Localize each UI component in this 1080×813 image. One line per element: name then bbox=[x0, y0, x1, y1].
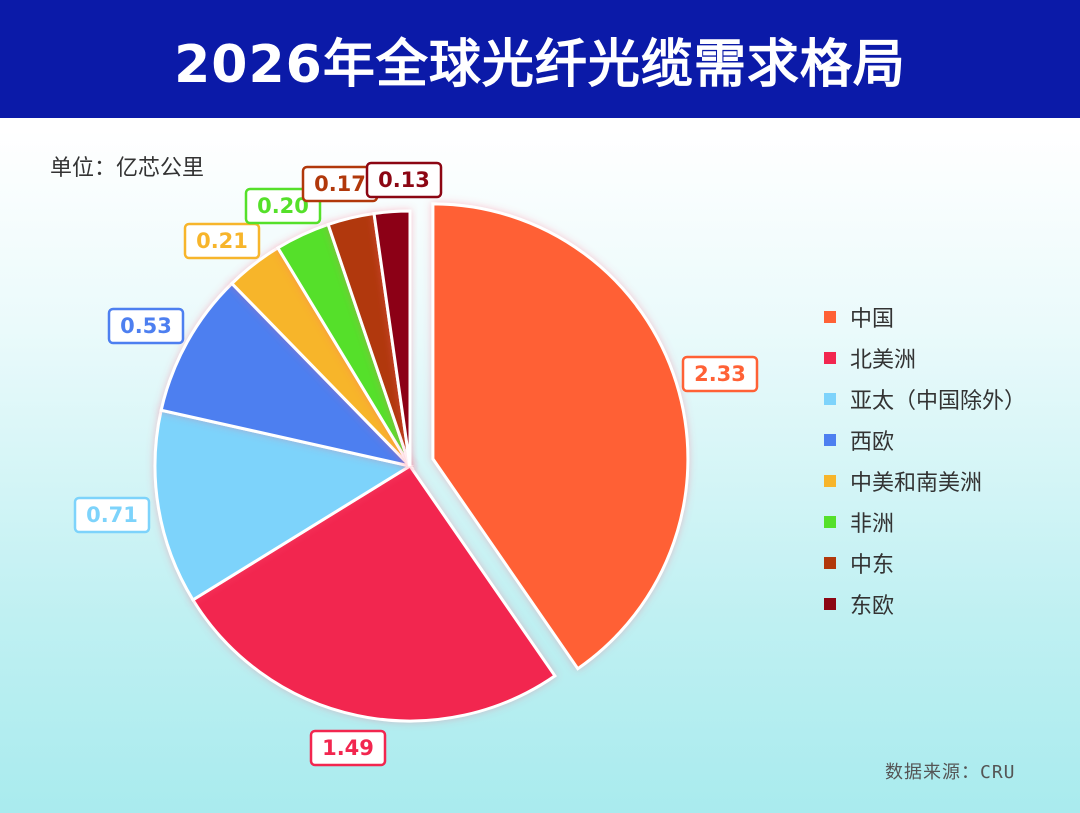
legend-swatch bbox=[824, 351, 836, 364]
value-label-2: 0.71 bbox=[73, 496, 151, 534]
value-label-text-2: 0.71 bbox=[86, 503, 138, 527]
unit-label: 单位：亿芯公里 bbox=[50, 156, 205, 181]
legend-label: 亚太（中国除外） bbox=[850, 388, 1027, 414]
legend-item-5: 非洲 bbox=[824, 501, 1026, 542]
legend-item-6: 中东 bbox=[824, 542, 1026, 583]
value-label-text-4: 0.21 bbox=[196, 229, 248, 253]
value-label-box-7 bbox=[365, 161, 443, 199]
value-label-box-5 bbox=[244, 187, 322, 225]
legend-swatch bbox=[824, 597, 836, 610]
value-label-text-6: 0.17 bbox=[314, 172, 366, 196]
legend-label: 东欧 bbox=[850, 593, 895, 619]
value-label-text-3: 0.53 bbox=[120, 314, 172, 338]
legend-item-1: 北美洲 bbox=[824, 337, 1026, 378]
value-label-5: 0.20 bbox=[244, 187, 322, 225]
pie-slice-7 bbox=[372, 209, 412, 467]
value-label-text-1: 1.49 bbox=[322, 736, 374, 760]
value-label-box-2 bbox=[73, 496, 151, 534]
legend-label: 中美和南美洲 bbox=[850, 470, 983, 496]
legend-label: 中国 bbox=[850, 306, 895, 332]
legend-item-0: 中国 bbox=[824, 296, 1026, 337]
legend-swatch bbox=[824, 474, 836, 487]
legend-label: 西欧 bbox=[850, 429, 895, 455]
pie-slice-0 bbox=[431, 202, 690, 671]
pie-slice-1 bbox=[190, 463, 557, 723]
value-label-box-1 bbox=[309, 729, 387, 767]
value-label-1: 1.49 bbox=[309, 729, 387, 767]
value-label-4: 0.21 bbox=[183, 222, 261, 260]
legend-swatch bbox=[824, 433, 836, 446]
value-label-7: 0.13 bbox=[365, 161, 443, 199]
title-banner: 2026年全球光纤光缆需求格局 bbox=[0, 0, 1080, 118]
pie-slice-2 bbox=[153, 408, 414, 602]
value-label-box-4 bbox=[183, 222, 261, 260]
legend-label: 中东 bbox=[850, 552, 895, 578]
source-label: 数据来源：CRU bbox=[885, 762, 1016, 783]
legend-swatch bbox=[824, 515, 836, 528]
value-label-0: 2.33 bbox=[681, 355, 759, 393]
legend-item-4: 中美和南美洲 bbox=[824, 460, 1026, 501]
value-label-6: 0.17 bbox=[301, 165, 379, 203]
legend: 中国北美洲亚太（中国除外） 西欧中美和南美洲 非洲中东东欧 bbox=[824, 296, 1026, 624]
value-label-3: 0.53 bbox=[107, 307, 185, 345]
value-label-box-3 bbox=[107, 307, 185, 345]
legend-item-3: 西欧 bbox=[824, 419, 1026, 460]
value-label-text-5: 0.20 bbox=[257, 194, 309, 218]
value-label-text-7: 0.13 bbox=[378, 168, 430, 192]
legend-item-7: 东欧 bbox=[824, 583, 1026, 624]
legend-swatch bbox=[824, 310, 836, 323]
value-label-text-0: 2.33 bbox=[694, 362, 746, 386]
chart-title: 2026年全球光纤光缆需求格局 bbox=[174, 34, 906, 95]
legend-item-2: 亚太（中国除外） bbox=[824, 378, 1026, 419]
legend-label: 北美洲 bbox=[850, 347, 917, 373]
legend-label: 非洲 bbox=[850, 511, 895, 537]
legend-swatch bbox=[824, 392, 836, 405]
value-label-box-0 bbox=[681, 355, 759, 393]
legend-swatch bbox=[824, 556, 836, 569]
pie-slice-3 bbox=[159, 281, 415, 469]
